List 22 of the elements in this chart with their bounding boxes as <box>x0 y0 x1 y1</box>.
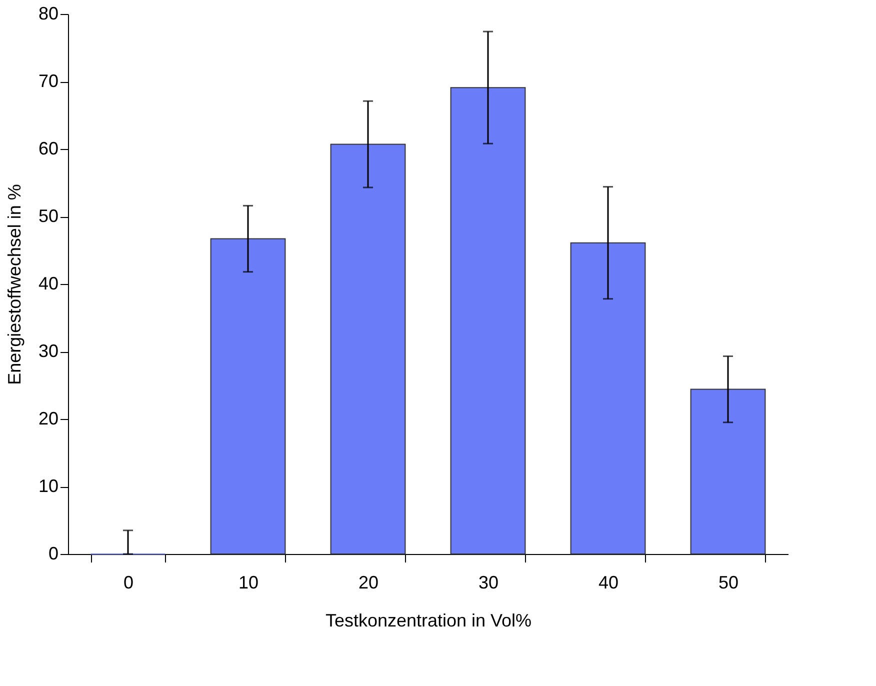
bar <box>210 238 286 554</box>
y-tick-label: 30 <box>38 341 58 361</box>
y-tick-label: 10 <box>38 476 58 496</box>
x-tick-label: 10 <box>238 572 259 592</box>
bar <box>450 87 526 554</box>
x-tick-label: 30 <box>478 572 499 592</box>
bar <box>330 144 406 554</box>
y-tick-label: 50 <box>38 206 58 226</box>
y-tick-label: 0 <box>48 544 58 564</box>
y-tick-label: 70 <box>38 71 58 91</box>
y-tick-label: 60 <box>38 138 58 158</box>
x-tick-label: 50 <box>718 572 739 592</box>
x-tick-label: 0 <box>123 572 134 592</box>
y-tick-label: 40 <box>38 274 58 294</box>
bar <box>690 388 766 554</box>
y-tick-label: 80 <box>38 4 58 24</box>
y-axis-title: Energiestoffwechsel in % <box>4 184 24 385</box>
bar <box>570 242 646 554</box>
x-axis-title: Testkonzentration in Vol% <box>325 610 532 630</box>
x-tick-label: 20 <box>358 572 379 592</box>
x-tick-label: 40 <box>598 572 619 592</box>
y-tick-label: 20 <box>38 408 58 428</box>
